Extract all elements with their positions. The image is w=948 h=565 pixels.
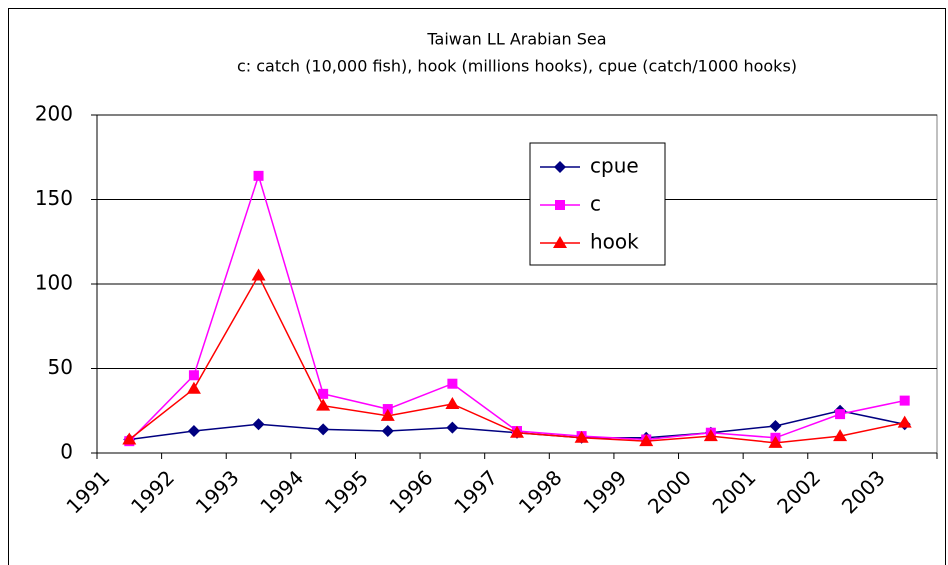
legend-box [529, 142, 666, 266]
marker [703, 429, 718, 442]
marker [554, 161, 566, 173]
marker [555, 200, 565, 210]
marker [186, 381, 201, 394]
marker [897, 415, 912, 428]
y-tick-label: 50 [48, 355, 73, 379]
legend-label: cpue [590, 154, 639, 178]
marker [769, 419, 782, 432]
marker [251, 268, 266, 281]
marker [316, 398, 331, 411]
marker [187, 425, 200, 438]
marker [768, 435, 783, 448]
marker [639, 434, 654, 447]
marker [574, 430, 589, 443]
marker [381, 425, 394, 438]
y-tick-label: 150 [35, 186, 73, 210]
marker [510, 425, 524, 438]
marker [252, 418, 265, 431]
legend-label: hook [590, 230, 639, 254]
chart-title: Taiwan LL Arabian Sea [426, 30, 606, 49]
marker [122, 432, 137, 445]
legend-label: c [590, 192, 601, 216]
marker [317, 423, 330, 436]
marker [188, 370, 199, 381]
marker [318, 388, 329, 399]
marker [380, 408, 395, 421]
marker [445, 396, 460, 409]
marker [447, 378, 458, 389]
y-tick-label: 100 [35, 271, 73, 295]
marker [899, 395, 910, 406]
marker [446, 421, 459, 434]
marker [835, 409, 846, 420]
chart-subtitle: c: catch (10,000 fish), hook (millions h… [237, 57, 797, 76]
marker [833, 429, 848, 442]
y-tick-label: 200 [35, 102, 73, 126]
y-tick-label: 0 [60, 440, 73, 464]
marker [253, 170, 264, 181]
marker [553, 236, 567, 248]
